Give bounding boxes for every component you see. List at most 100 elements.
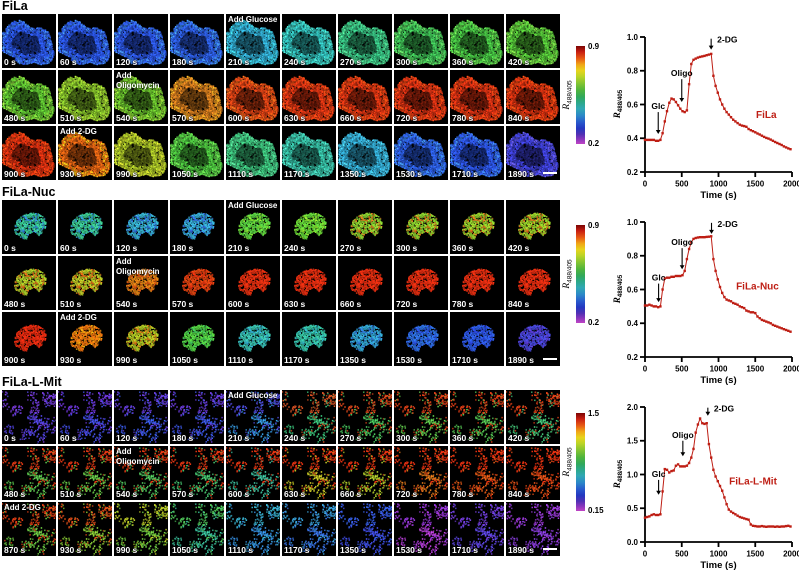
microscopy-image xyxy=(506,14,560,68)
x-tick-label: 2000 xyxy=(783,550,799,559)
annotation-2-dg: 2-DG xyxy=(708,35,738,50)
image-frame: 1530 s xyxy=(394,502,448,556)
treatment-note: Add 2-DG xyxy=(4,503,41,512)
microscopy-image xyxy=(338,446,392,500)
image-frame: 840 s xyxy=(506,70,560,124)
microscopy-image xyxy=(450,390,504,444)
annotation-glc: Glc xyxy=(652,469,666,495)
microscopy-image xyxy=(58,502,112,556)
microscopy-image xyxy=(114,256,168,310)
time-label: 1350 s xyxy=(340,545,366,555)
time-label: 600 s xyxy=(228,113,250,123)
microscopy-image xyxy=(2,390,56,444)
image-frame: 1890 s xyxy=(506,126,560,180)
image-frame: 1050 s xyxy=(170,312,224,366)
annotation-oligo: Oligo xyxy=(671,237,693,270)
svg-text:2-DG: 2-DG xyxy=(718,219,739,229)
microscopy-image xyxy=(114,70,168,124)
x-tick-label: 500 xyxy=(675,180,689,189)
time-label: 630 s xyxy=(284,299,306,309)
y-tick-label: 0.6 xyxy=(627,285,639,294)
time-label: 870 s xyxy=(4,545,26,555)
x-tick-label: 0 xyxy=(643,365,648,374)
time-label: 240 s xyxy=(284,243,306,253)
image-frame: 600 s xyxy=(226,70,280,124)
image-frame: 420 s xyxy=(506,200,560,254)
y-tick-label: 1.0 xyxy=(627,33,639,42)
time-label: 1530 s xyxy=(396,169,422,179)
x-tick-label: 500 xyxy=(675,365,689,374)
svg-text:Glc: Glc xyxy=(652,469,666,479)
time-label: 660 s xyxy=(340,299,362,309)
microscopy-image xyxy=(506,126,560,180)
image-frame: 240 s xyxy=(282,200,336,254)
microscopy-image xyxy=(114,502,168,556)
svg-text:Glc: Glc xyxy=(651,101,665,111)
image-frame: 180 s xyxy=(170,14,224,68)
microscopy-image xyxy=(450,200,504,254)
image-frame: 570 s xyxy=(170,70,224,124)
colorbar-label: R488/405 xyxy=(562,447,574,477)
microscopy-image xyxy=(170,446,224,500)
chart-axes xyxy=(640,36,793,177)
microscopy-image xyxy=(170,312,224,366)
image-frame: 60 s xyxy=(58,390,112,444)
time-label: 420 s xyxy=(508,243,530,253)
microscopy-image xyxy=(338,390,392,444)
time-label: 1050 s xyxy=(172,169,198,179)
microscopy-image xyxy=(170,200,224,254)
time-label: 540 s xyxy=(116,299,138,309)
panel-title: FiLa-Nuc xyxy=(2,185,56,199)
time-label: 510 s xyxy=(60,299,82,309)
time-label: 270 s xyxy=(340,433,362,443)
x-axis-label: Time (s) xyxy=(700,190,736,201)
time-label: 0 s xyxy=(4,433,16,443)
microscopy-image xyxy=(394,390,448,444)
x-tick-label: 0 xyxy=(643,180,648,189)
image-frame: Add 2-DG 930 s xyxy=(58,126,112,180)
time-label: 1170 s xyxy=(284,545,310,555)
annotation-oligo: Oligo xyxy=(671,68,693,102)
microscopy-image xyxy=(506,446,560,500)
time-label: 1110 s xyxy=(228,545,254,555)
image-frame: 660 s xyxy=(338,446,392,500)
time-label: 1890 s xyxy=(508,169,534,179)
microscopy-image xyxy=(450,312,504,366)
x-tick-label: 1500 xyxy=(746,180,764,189)
microscopy-image xyxy=(450,14,504,68)
treatment-note: Add Glucose xyxy=(228,15,278,24)
time-label: 360 s xyxy=(452,243,474,253)
data-markers xyxy=(643,52,792,151)
image-frame: 990 s xyxy=(114,312,168,366)
microscopy-image xyxy=(394,446,448,500)
colorbar: R488/405 0.9 0.2 xyxy=(558,221,604,327)
time-label: 240 s xyxy=(284,57,306,67)
time-label: 900 s xyxy=(4,169,26,179)
data-line xyxy=(644,417,791,528)
microscopy-image xyxy=(338,502,392,556)
image-frame: 630 s xyxy=(282,256,336,310)
microscopy-image xyxy=(226,200,280,254)
time-label: 420 s xyxy=(508,433,530,443)
image-frame: 60 s xyxy=(58,200,112,254)
image-frame: 360 s xyxy=(450,390,504,444)
microscopy-image xyxy=(338,312,392,366)
image-frame: Add Glucose 210 s xyxy=(226,14,280,68)
time-label: 60 s xyxy=(60,57,77,67)
microscopy-image xyxy=(226,126,280,180)
chart-axes xyxy=(640,406,793,547)
microscopy-image xyxy=(394,502,448,556)
y-axis-label: R488/405 xyxy=(612,274,624,304)
time-label: 570 s xyxy=(172,299,194,309)
image-frame: 1050 s xyxy=(170,502,224,556)
image-frame: 0 s xyxy=(2,14,56,68)
colorbar-gradient xyxy=(576,46,585,144)
image-frame: 600 s xyxy=(226,256,280,310)
microscopy-image xyxy=(450,446,504,500)
treatment-note: Add Glucose xyxy=(228,391,278,400)
panel-title: FiLa-L-Mit xyxy=(2,375,62,389)
treatment-note: Add 2-DG xyxy=(60,127,97,136)
time-label: 990 s xyxy=(116,355,138,365)
microscopy-image xyxy=(114,446,168,500)
treatment-note: Add Oligomycin xyxy=(116,447,160,466)
